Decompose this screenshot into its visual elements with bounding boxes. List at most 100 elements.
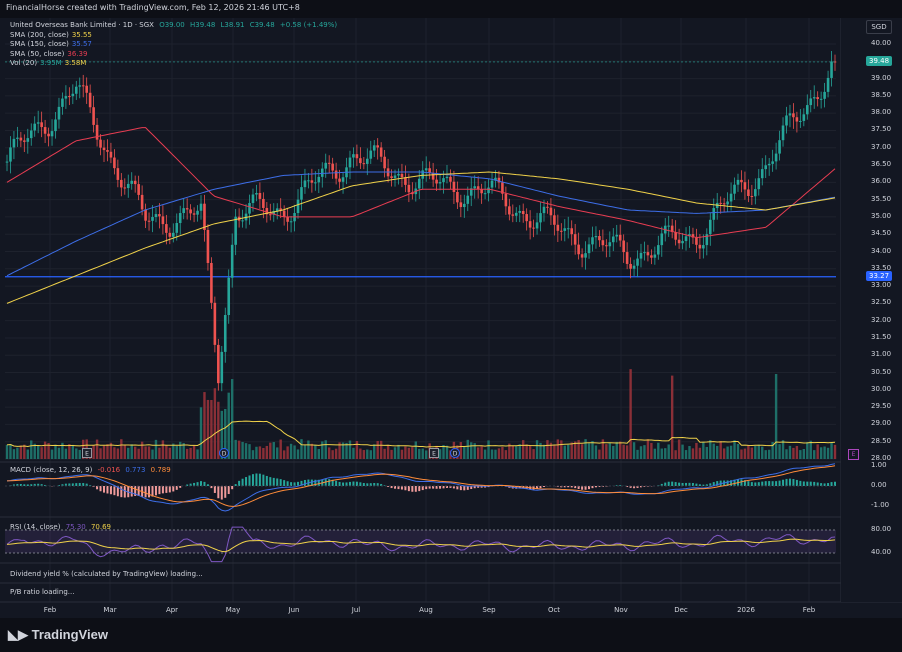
volume-bar: [657, 442, 660, 459]
volume-bar: [660, 448, 663, 459]
volume-bar: [664, 448, 667, 459]
macd-histogram-bar: [477, 486, 480, 488]
macd-histogram-bar: [220, 486, 223, 500]
attribution-bar: FinancialHorse created with TradingView.…: [0, 0, 902, 18]
candle-body: [684, 236, 688, 242]
volume-bar: [71, 444, 75, 459]
price-axis[interactable]: [841, 18, 902, 602]
macd-histogram-bar: [19, 483, 22, 486]
rsi-axis-tick: 40.00: [871, 548, 892, 556]
macd-histogram-bar: [245, 477, 248, 486]
macd-histogram-bar: [418, 486, 421, 492]
candle-body: [296, 199, 300, 214]
volume-bar: [463, 446, 466, 459]
price-pane[interactable]: [5, 18, 841, 462]
macd-histogram-bar: [750, 482, 753, 486]
volume-bar: [781, 440, 785, 459]
volume-bar: [601, 439, 605, 459]
volume-bar: [75, 448, 78, 459]
time-axis-label: Oct: [547, 606, 561, 614]
macd-histogram-bar: [283, 480, 286, 486]
candle-body: [799, 120, 802, 122]
volume-bar: [670, 375, 674, 459]
macd-histogram-bar: [154, 486, 157, 496]
candle-body: [677, 239, 681, 244]
candle-body: [785, 115, 788, 126]
macd-histogram-bar: [435, 486, 438, 489]
candle-body: [660, 233, 664, 246]
rsi-pane[interactable]: [5, 518, 841, 563]
macd-line: [6, 463, 836, 512]
candle-body: [99, 139, 102, 148]
macd-histogram-bar: [757, 482, 760, 486]
candle-body: [400, 173, 404, 178]
macd-histogram-bar: [64, 483, 67, 486]
macd-legend[interactable]: MACD (close, 12, 26, 9) -0.016 0.773 0.7…: [10, 466, 174, 476]
candle-body: [74, 86, 78, 94]
indicator-sma50[interactable]: SMA (50, close) 36.39: [10, 50, 340, 60]
currency-button[interactable]: SGD: [866, 20, 892, 34]
candle-body: [553, 215, 556, 225]
volume-bar: [667, 444, 670, 459]
candle-body: [566, 228, 570, 230]
macd-histogram-bar: [123, 486, 126, 498]
macd-histogram-bar: [771, 481, 774, 486]
volume-bar: [674, 450, 677, 459]
macd-histogram-bar: [148, 486, 151, 498]
macd-histogram-bar: [834, 481, 836, 486]
volume-bar: [26, 449, 29, 459]
macd-histogram-bar: [577, 486, 580, 490]
macd-histogram-bar: [788, 478, 791, 486]
volume-bar: [279, 439, 282, 459]
candle-body: [695, 237, 698, 245]
macd-histogram-bar: [265, 475, 268, 486]
candle-body: [230, 244, 234, 278]
candle-body: [61, 98, 64, 107]
sma200-label: SMA (200, close): [10, 30, 69, 39]
indicator-vol[interactable]: Vol (20) 3.95M 3.58M: [10, 59, 340, 69]
candle-body: [424, 168, 428, 171]
macd-histogram-bar: [660, 483, 663, 486]
volume-bar: [702, 442, 705, 459]
candle-body: [563, 228, 567, 231]
price-axis-tick: 38.50: [871, 90, 892, 99]
macd-histogram-bar: [615, 485, 618, 486]
candle-body: [618, 234, 622, 241]
dividend-event-icon: [219, 448, 229, 458]
macd-histogram-bar: [802, 481, 805, 486]
macd-histogram-bar: [795, 479, 798, 486]
macd-histogram-bar: [213, 486, 216, 493]
macd-hist-value: -0.016: [97, 466, 121, 474]
macd-histogram-bar: [542, 486, 545, 487]
symbol-title[interactable]: United Overseas Bank Limited · 1D · SGX: [10, 21, 154, 29]
candle-body: [23, 140, 26, 142]
macd-histogram-bar: [806, 481, 809, 486]
rsi-legend[interactable]: RSI (14, close) 75.30 70.69: [10, 523, 114, 533]
macd-histogram-bar: [109, 486, 112, 495]
candle-body: [158, 214, 161, 217]
indicator-sma200[interactable]: SMA (200, close) 35.55: [10, 31, 340, 41]
future-earnings-icon[interactable]: E: [848, 449, 859, 460]
macd-histogram-bar: [286, 481, 289, 486]
indicator-sma150[interactable]: SMA (150, close) 35.57: [10, 40, 340, 50]
footer: [0, 618, 902, 652]
volume-bar: [99, 448, 102, 459]
candle-body: [546, 206, 549, 208]
candle-body: [767, 163, 771, 166]
volume-bar: [677, 439, 681, 459]
volume-bar: [310, 443, 314, 459]
macd-histogram-bar: [26, 484, 29, 486]
macd-histogram-bar: [442, 486, 445, 489]
price-axis-tick: 32.00: [871, 315, 892, 324]
macd-histogram-bar: [626, 486, 629, 487]
candle-body: [625, 252, 629, 264]
candle-body: [584, 253, 587, 258]
time-axis-label: Aug: [419, 606, 433, 614]
volume-bar: [179, 441, 182, 459]
macd-histogram-bar: [813, 481, 816, 486]
volume-bar: [113, 447, 116, 459]
tradingview-logo[interactable]: ◣▶ TradingView: [8, 627, 108, 643]
volume-bar: [646, 439, 650, 459]
volume-bar: [352, 447, 355, 459]
